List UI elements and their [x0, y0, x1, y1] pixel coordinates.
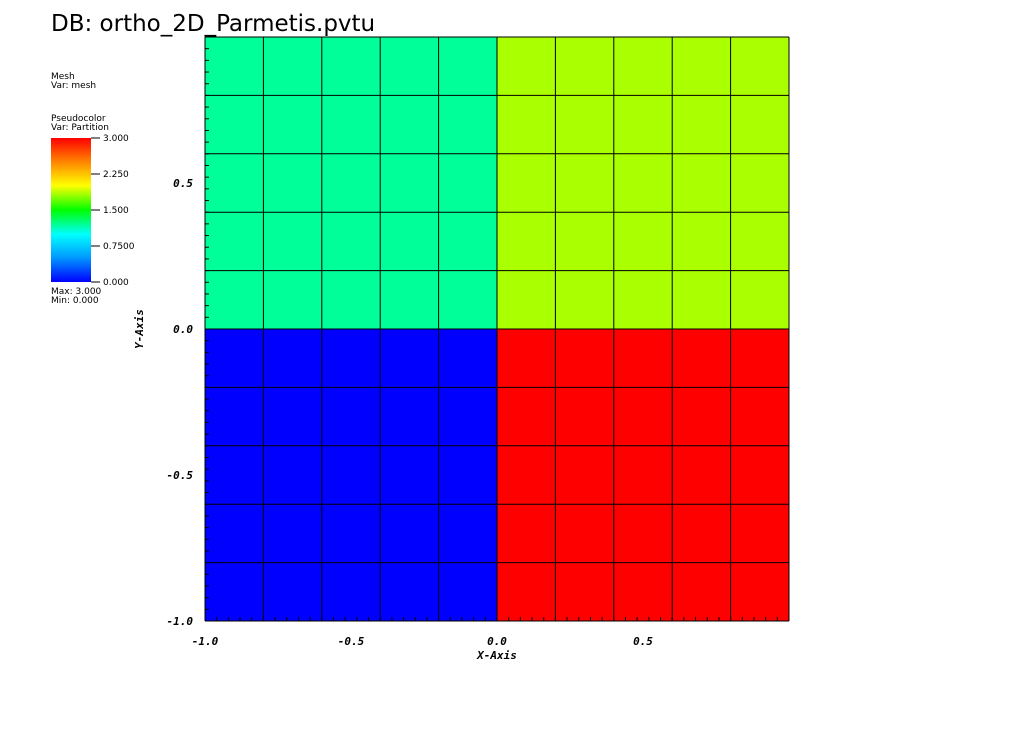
colorbar [51, 138, 91, 282]
x-tick-label: 0.0 [487, 635, 507, 648]
colorbar-tick-label: 0.000 [103, 278, 129, 288]
x-tick-label: -1.0 [192, 635, 219, 648]
y-tick-label: -1.0 [167, 615, 194, 628]
database-title: DB: ortho_2D_Parmetis.pvtu [51, 11, 376, 37]
colorbar-tick-label: 0.7500 [103, 242, 135, 252]
x-tick-label: 0.5 [633, 635, 653, 648]
mesh-legend-heading: Mesh [51, 72, 75, 82]
legend-max-label: Max: 3.000 [51, 287, 102, 297]
colorbar-tick-label: 1.500 [103, 206, 129, 216]
colorbar-tick-label: 3.000 [103, 134, 129, 144]
y-tick-label: -0.5 [167, 469, 194, 482]
pseudocolor-legend-var: Var: Partition [51, 123, 109, 133]
partition-2-region [497, 37, 789, 329]
mesh-legend-var: Var: mesh [51, 81, 97, 91]
partition-0-region [205, 329, 497, 621]
legend-min-label: Min: 0.000 [51, 296, 99, 306]
y-tick-label: 0.0 [173, 323, 193, 336]
x-axis-title: X-Axis [476, 649, 517, 662]
y-axis-title: Y-Axis [133, 309, 146, 349]
partition-3-region [497, 329, 789, 621]
pseudocolor-legend-heading: Pseudocolor [51, 114, 106, 124]
partition-1-region [205, 37, 497, 329]
x-tick-label: -0.5 [338, 635, 365, 648]
y-tick-label: 0.5 [173, 177, 193, 190]
colorbar-tick-label: 2.250 [103, 170, 129, 180]
